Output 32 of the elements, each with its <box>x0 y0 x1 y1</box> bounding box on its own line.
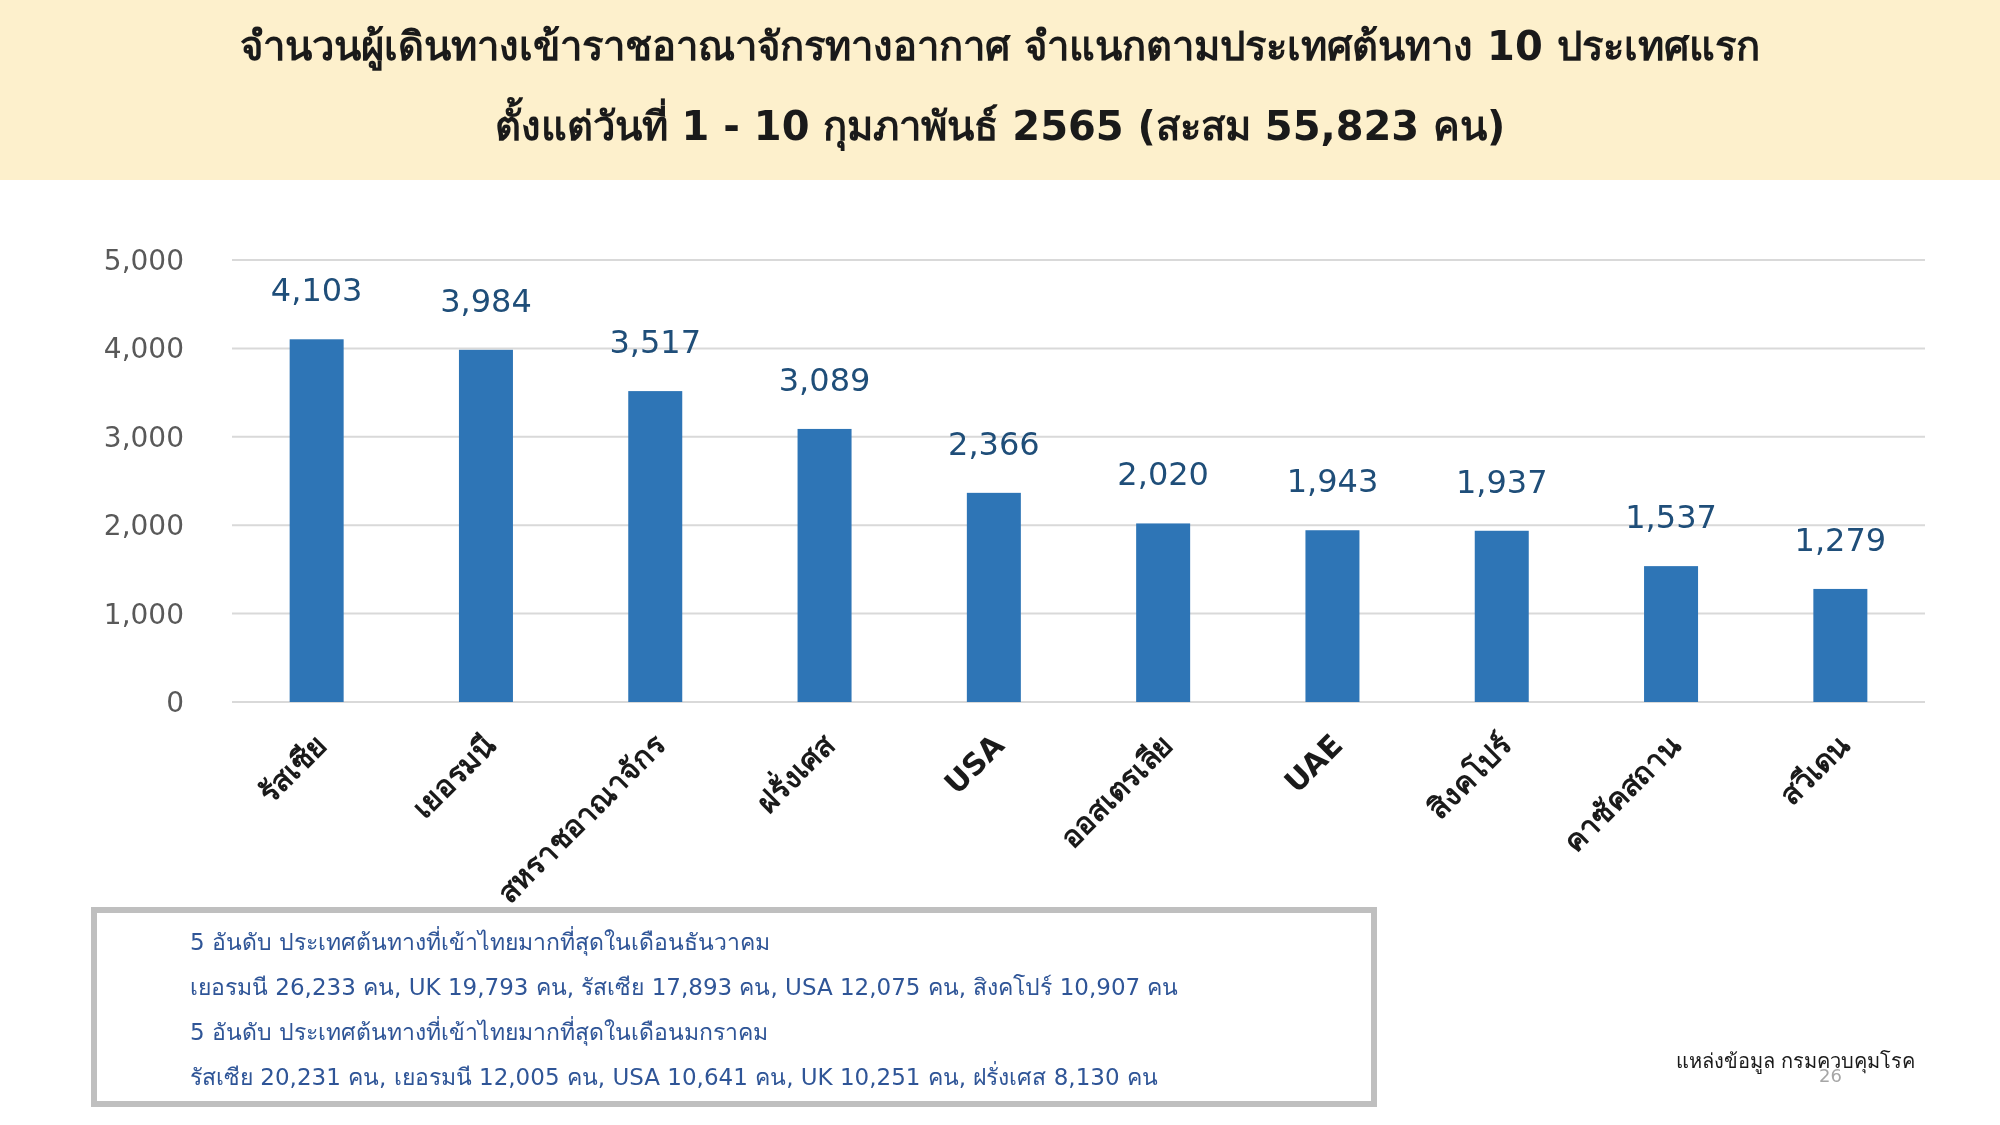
bar <box>1305 530 1360 702</box>
text: เยอรมนี 26,233 คน, UK 19,793 คน, รัสเซีย 17,893 คน, USA 12,075 คน, สิงคโปร์ 10,907 คน <box>190 974 1179 1000</box>
text: 5 อันดับ ประเทศต้นทางที่เข้าไทยมากที่สุดในเดือนมกราคม <box>190 1016 769 1046</box>
y-tick-label: 2,000 <box>103 509 184 543</box>
data-label: 1,279 <box>1794 520 1887 559</box>
data-label: 2,020 <box>1117 455 1209 494</box>
data-label: 3,984 <box>440 281 532 320</box>
data-label: 3,089 <box>778 360 871 399</box>
bar <box>1474 530 1529 702</box>
chart-title: จำนวนผู้เดินทางเข้าราชอาณาจักรทางอากาศ จำแนกตามประเทศต้นทาง 10 ประเทศแรก <box>240 23 1760 71</box>
y-tick-label: 3,000 <box>103 420 184 454</box>
data-label: 3,517 <box>609 323 702 362</box>
data-label: 4,103 <box>270 271 363 310</box>
bar <box>966 492 1021 702</box>
text: 5 อันดับ ประเทศต้นทางที่เข้าไทยมากที่สุดในเดือนธันวาคม <box>190 926 771 956</box>
bar <box>628 391 683 702</box>
bar <box>289 339 344 702</box>
bar <box>458 349 513 702</box>
text: รัสเซีย 20,231 คน, เยอรมนี 12,005 คน, USA 10,641 คน, UK 10,251 คน, ฝรั่งเศส 8,130 คน <box>190 1061 1158 1090</box>
y-tick-label: 4,000 <box>103 332 184 366</box>
bar <box>1136 523 1191 702</box>
data-label: 2,366 <box>948 424 1040 463</box>
chart-subtitle: ตั้งแต่วันที่ 1 - 10 กุมภาพันธ์ 2565 (สะสม 55,823 คน) <box>494 97 1506 152</box>
data-label: 1,537 <box>1625 498 1717 537</box>
y-tick-label: 0 <box>166 686 184 719</box>
bar <box>797 428 852 702</box>
bar <box>1813 588 1868 702</box>
y-tick-label: 1,000 <box>103 597 184 631</box>
bar <box>1644 566 1699 702</box>
data-label: 1,943 <box>1286 462 1379 501</box>
y-tick-label: 5,000 <box>103 244 184 277</box>
data-label: 1,937 <box>1455 462 1548 501</box>
